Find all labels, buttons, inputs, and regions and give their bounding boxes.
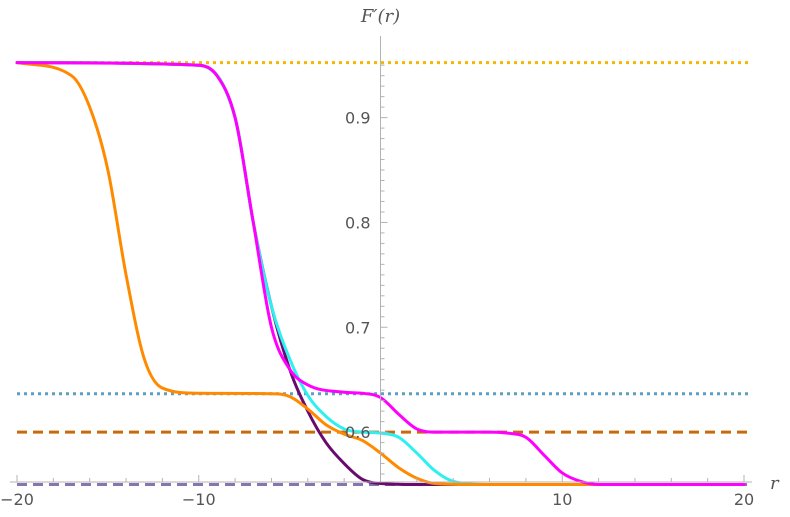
- y-tick-label: 0.6: [345, 423, 370, 442]
- y-ticks: 0.6 0.7 0.8 0.9: [345, 64, 388, 475]
- y-tick-label: 0.7: [345, 318, 370, 337]
- x-tick-label: 10: [552, 490, 572, 509]
- x-tick-label: 20: [734, 490, 754, 509]
- series-line-magenta: [15, 61, 746, 487]
- x-ticks: −20 −10 10 20: [0, 475, 754, 509]
- x-tick-label: −10: [182, 490, 216, 509]
- x-tick-label: −20: [0, 490, 34, 509]
- series-lines: [15, 61, 746, 487]
- series-line-orange: [15, 61, 746, 487]
- y-tick-label: 0.8: [345, 213, 370, 232]
- axes: −20 −10 10 20 0.6 0.7 0.8 0.9 r F′(r): [0, 6, 780, 509]
- x-axis-title: r: [770, 473, 780, 494]
- y-tick-label: 0.9: [345, 109, 370, 128]
- y-axis-title: F′(r): [360, 6, 400, 27]
